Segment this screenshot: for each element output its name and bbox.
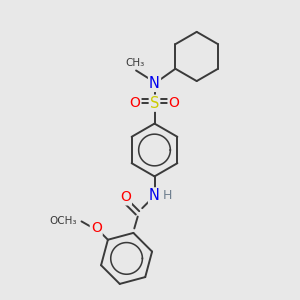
Text: S: S xyxy=(150,96,159,111)
Text: O: O xyxy=(130,96,140,110)
Text: N: N xyxy=(149,76,160,91)
Text: O: O xyxy=(91,221,102,235)
Text: CH₃: CH₃ xyxy=(125,58,144,68)
Text: O: O xyxy=(169,96,179,110)
Text: H: H xyxy=(163,189,172,203)
Text: OCH₃: OCH₃ xyxy=(49,216,76,226)
Text: O: O xyxy=(120,190,131,204)
Text: N: N xyxy=(149,188,160,203)
